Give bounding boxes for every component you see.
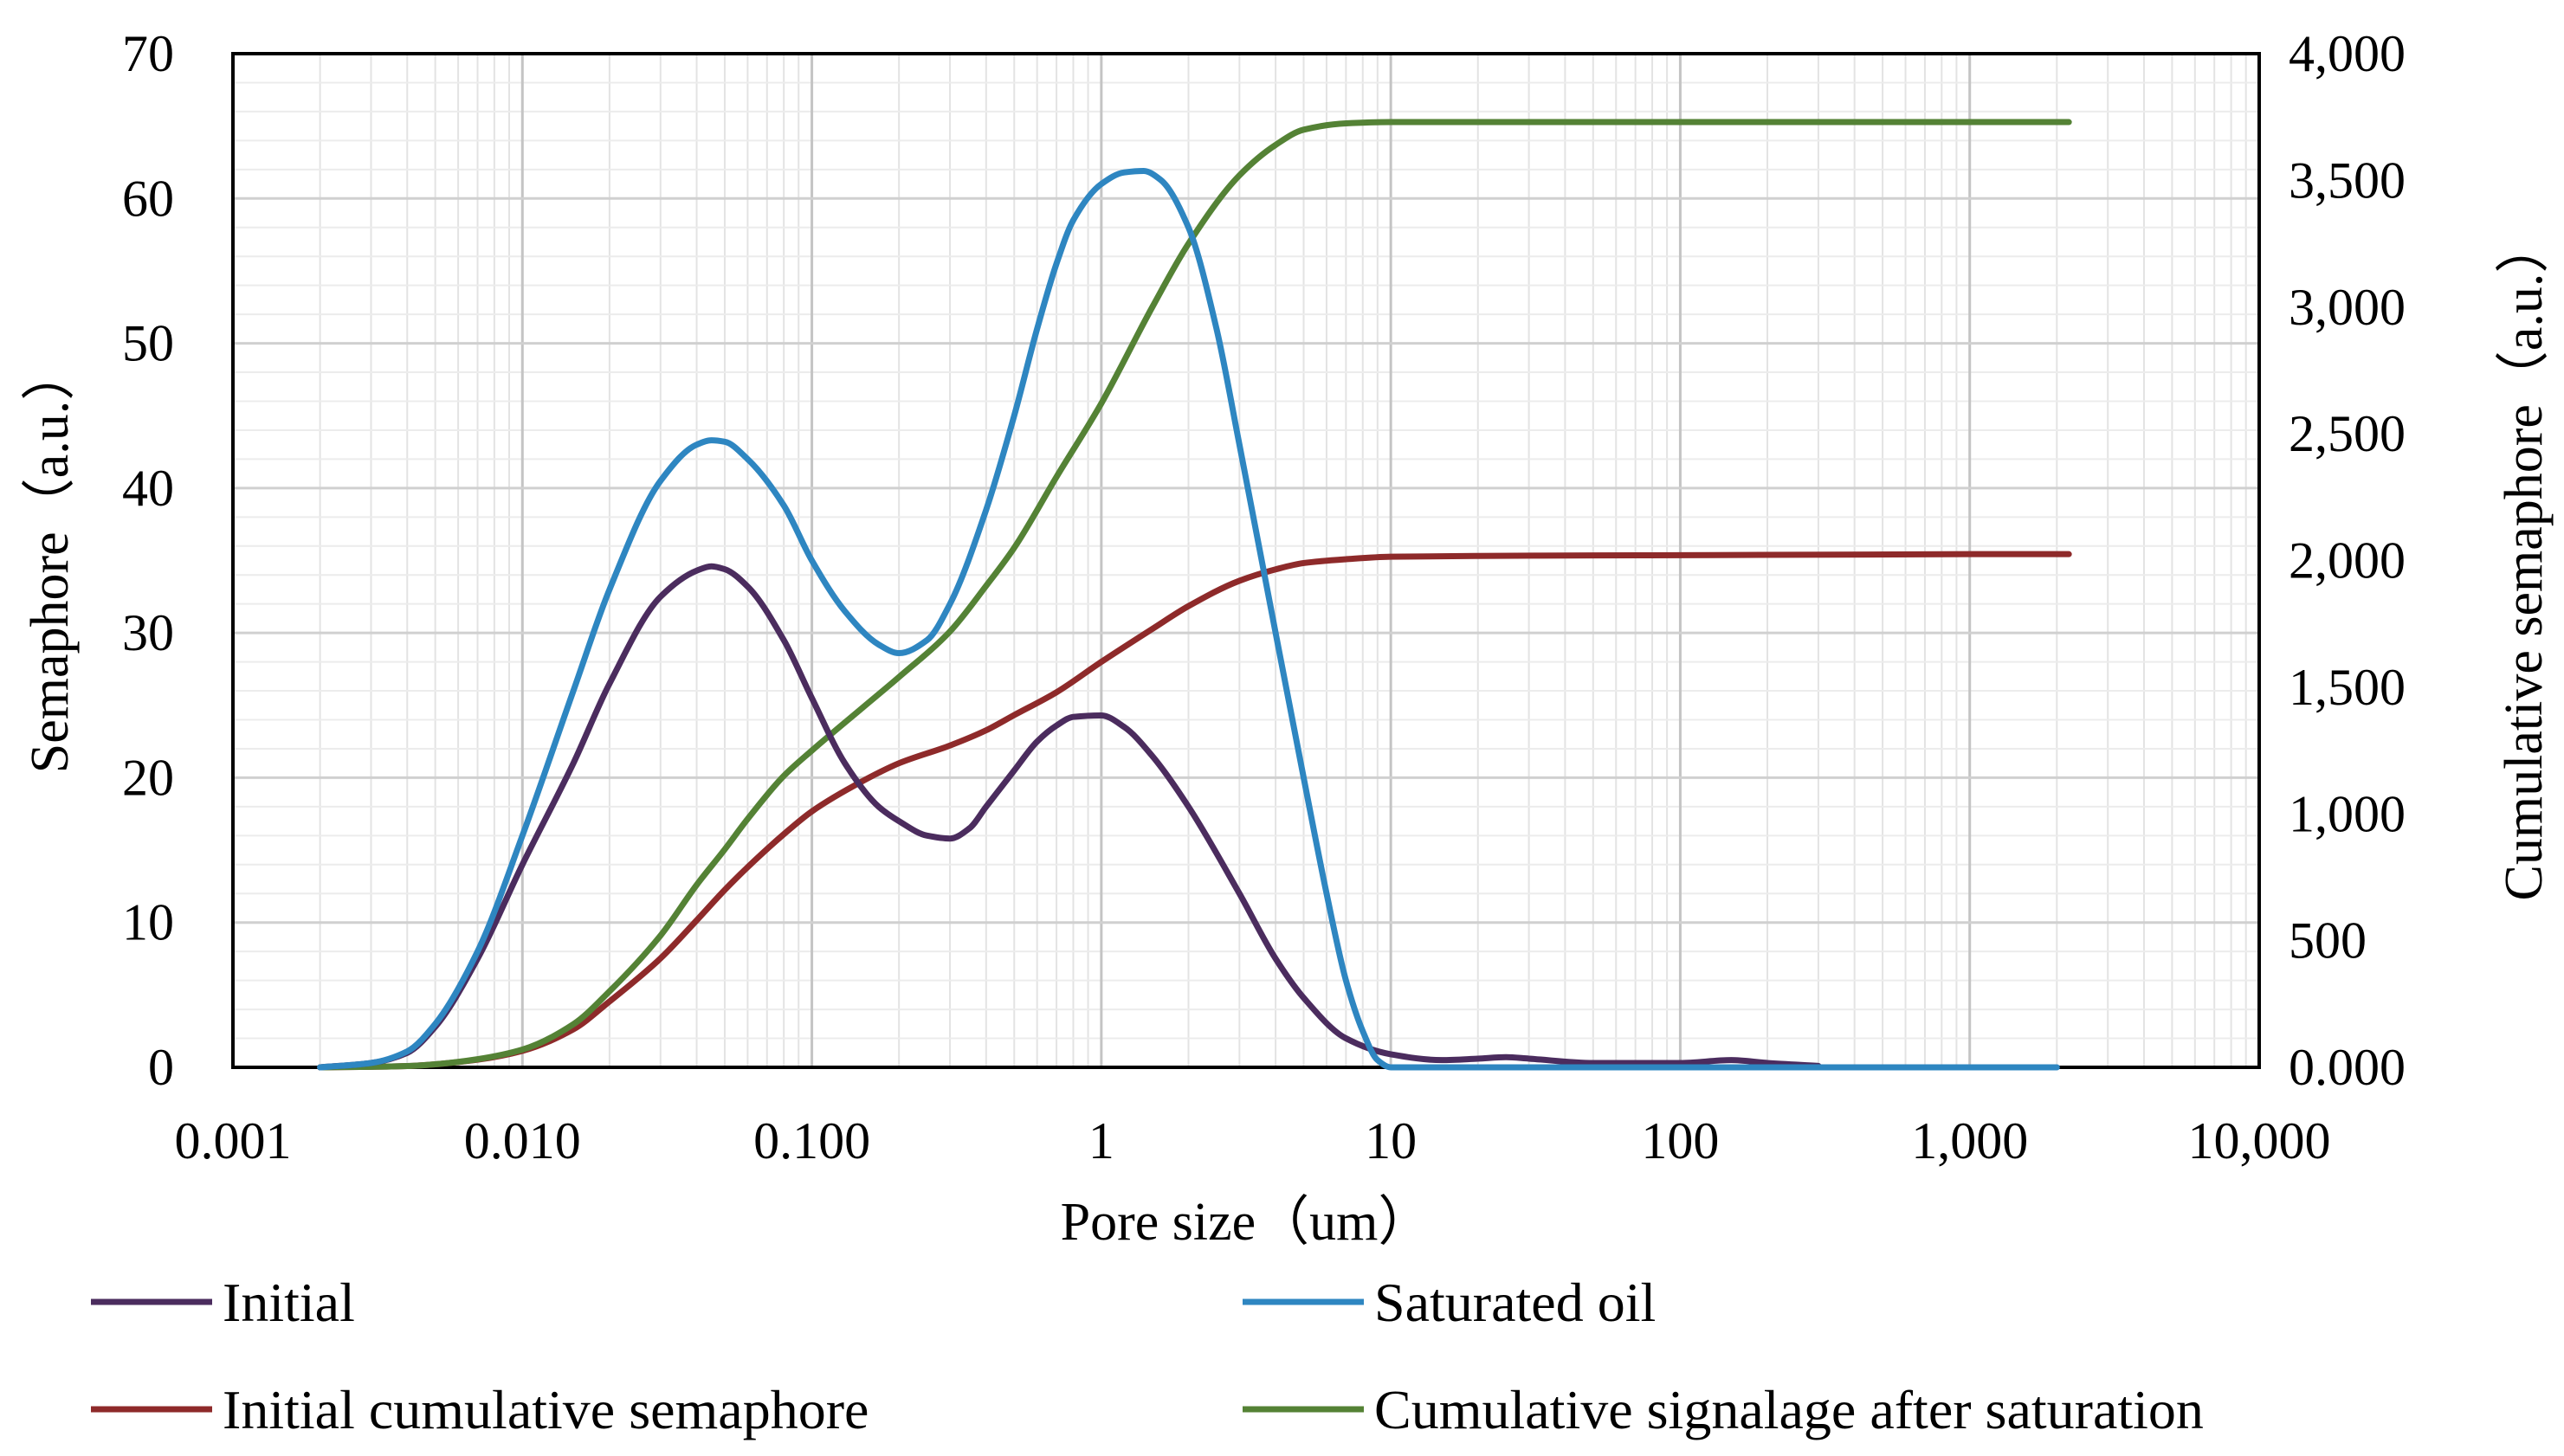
legend: Initial Saturated oil Initial cumulative s…	[91, 1272, 2204, 1440]
legend-item: Initial	[91, 1272, 355, 1333]
legend-label: Initial cumulative semaphore	[223, 1379, 869, 1440]
y2-tick-label: 3,000	[2289, 279, 2406, 336]
x-tick-label: 100	[1641, 1112, 1719, 1169]
y2-tick-label: 1,500	[2289, 659, 2406, 716]
left-y-axis-title: Semaphore（a.u.）	[21, 347, 80, 773]
right-y-axis-ticks: 0.000 500 1,000 1,500 2,000 2,500 3,000 3,500 4,…	[2289, 25, 2406, 1096]
series-line-saturated-oil	[317, 168, 2060, 1071]
series-layer	[317, 119, 2072, 1071]
y2-tick-label: 3,500	[2289, 151, 2406, 209]
y2-tick-label: 0.000	[2289, 1039, 2406, 1096]
plot-area-border	[231, 52, 2261, 1069]
y2-tick-label: 2,500	[2289, 405, 2406, 462]
x-tick-label: 0.010	[464, 1112, 581, 1169]
legend-label: Cumulative signalage after saturation	[1374, 1379, 2204, 1440]
x-axis-ticks: 0.001 0.010 0.100 1 10 100 1,000 10,000	[175, 1112, 2331, 1169]
y2-tick-label: 4,000	[2289, 25, 2406, 82]
y-tick-label: 60	[122, 170, 174, 227]
x-tick-label: 0.100	[753, 1112, 870, 1169]
y-tick-label: 70	[122, 25, 174, 82]
y-tick-label: 30	[122, 604, 174, 661]
series-line-cumulative-signalage-after-saturation	[317, 119, 2072, 1071]
right-y-axis-title: Cumulative semaphore（a.u.）	[2495, 220, 2554, 901]
legend-label: Saturated oil	[1374, 1272, 1656, 1333]
x-tick-label: 1,000	[1911, 1112, 2028, 1169]
series-line-initial-cumulative-semaphore	[317, 551, 2072, 1071]
left-y-axis-ticks: 0 10 20 30 40 50 60 70	[122, 25, 174, 1096]
y-tick-label: 20	[122, 749, 174, 806]
y-tick-label: 10	[122, 894, 174, 951]
y2-tick-label: 2,000	[2289, 532, 2406, 589]
legend-item: Cumulative signalage after saturation	[1243, 1379, 2204, 1440]
legend-item: Saturated oil	[1243, 1272, 1656, 1333]
x-tick-label: 10	[1365, 1112, 1417, 1169]
y-tick-label: 50	[122, 315, 174, 372]
x-tick-label: 10,000	[2188, 1112, 2331, 1169]
series-line-initial	[317, 563, 1822, 1071]
x-tick-label: 0.001	[175, 1112, 292, 1169]
y-tick-label: 40	[122, 460, 174, 517]
y2-tick-label: 1,000	[2289, 785, 2406, 842]
x-axis-title: Pore size（um）	[1061, 1193, 1432, 1252]
x-tick-label: 1	[1088, 1112, 1114, 1169]
legend-item: Initial cumulative semaphore	[91, 1379, 869, 1440]
y-tick-label: 0	[148, 1039, 174, 1096]
legend-label: Initial	[223, 1272, 355, 1333]
y2-tick-label: 500	[2289, 912, 2367, 970]
